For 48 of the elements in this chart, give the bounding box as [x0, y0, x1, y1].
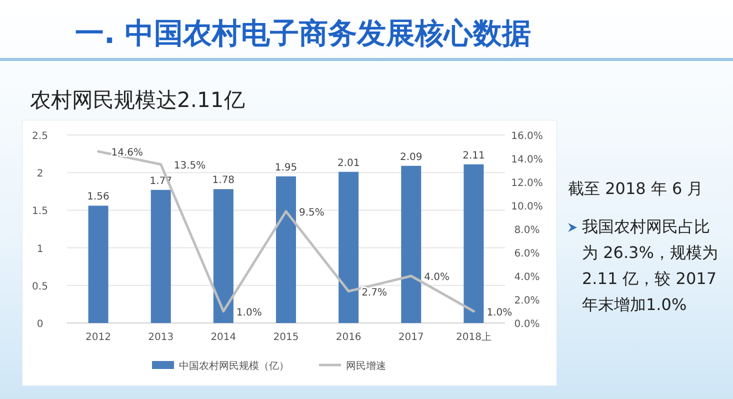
x-tick-label: 2014: [210, 332, 236, 343]
x-tick-label: 2018上: [456, 331, 492, 343]
data-label: 14.6%: [111, 147, 144, 158]
chart-subtitle: 农村网民规模达2.11亿: [30, 87, 245, 114]
chart-title: 一. 中国农村电子商务发展核心数据: [75, 15, 532, 52]
y-tick-label: 0: [36, 319, 44, 330]
y-tick-label: 1: [36, 244, 44, 255]
data-label: 1.78: [212, 175, 235, 186]
y2-tick-label: 4.0%: [514, 272, 540, 283]
bar: [338, 172, 359, 323]
bar: [213, 189, 234, 323]
y2-tick-label: 0.0%: [514, 319, 540, 330]
x-tick-label: 2017: [398, 332, 424, 343]
y2-tick-label: 14.0%: [511, 154, 543, 166]
data-label: 2.11: [462, 150, 485, 162]
y2-tick-label: 8.0%: [514, 225, 540, 236]
y2-tick-label: 6.0%: [514, 248, 540, 260]
data-label: 1.56: [87, 192, 110, 203]
x-tick-label: 2012: [86, 332, 112, 343]
text: 我国农村网民占比为 26.3%，规模为 2.11 亿，较 2017 年末增加1.0%: [582, 217, 718, 314]
data-label: 1.95: [274, 162, 298, 174]
data-label: 1.0%: [236, 307, 262, 318]
x-tick-label: 2015: [273, 332, 299, 343]
data-label: 13.5%: [174, 160, 206, 172]
y-tick-label: 2: [36, 168, 44, 180]
legend-label: 中国农村网民规模（亿）: [179, 360, 289, 372]
data-label: 4.0%: [424, 272, 450, 283]
bar: [401, 166, 422, 323]
y2-tick-label: 10.0%: [511, 202, 543, 212]
bar: [276, 176, 296, 323]
y-tick-label: 1.5: [32, 206, 48, 218]
legend-label: 网民增速: [346, 360, 386, 372]
data-label: 1.0%: [486, 307, 512, 318]
y-tick-label: 2.5: [32, 131, 48, 142]
x-tick-label: 2013: [148, 332, 174, 343]
data-label: 2.01: [337, 158, 360, 169]
y2-tick-label: 2.0%: [514, 296, 540, 306]
text: 截至 2018 年 6 月: [568, 179, 704, 198]
data-label: 2.09: [400, 152, 422, 163]
bar: [88, 206, 108, 323]
data-label: 9.5%: [299, 207, 324, 218]
bar: [150, 190, 171, 323]
y2-tick-label: 16.0%: [511, 131, 543, 142]
y2-tick-label: 12.0%: [511, 178, 543, 189]
bar: [464, 164, 484, 323]
x-tick-label: 2016: [336, 332, 362, 343]
data-label: 2.7%: [362, 287, 387, 298]
y-tick-label: 0.5: [32, 281, 48, 292]
